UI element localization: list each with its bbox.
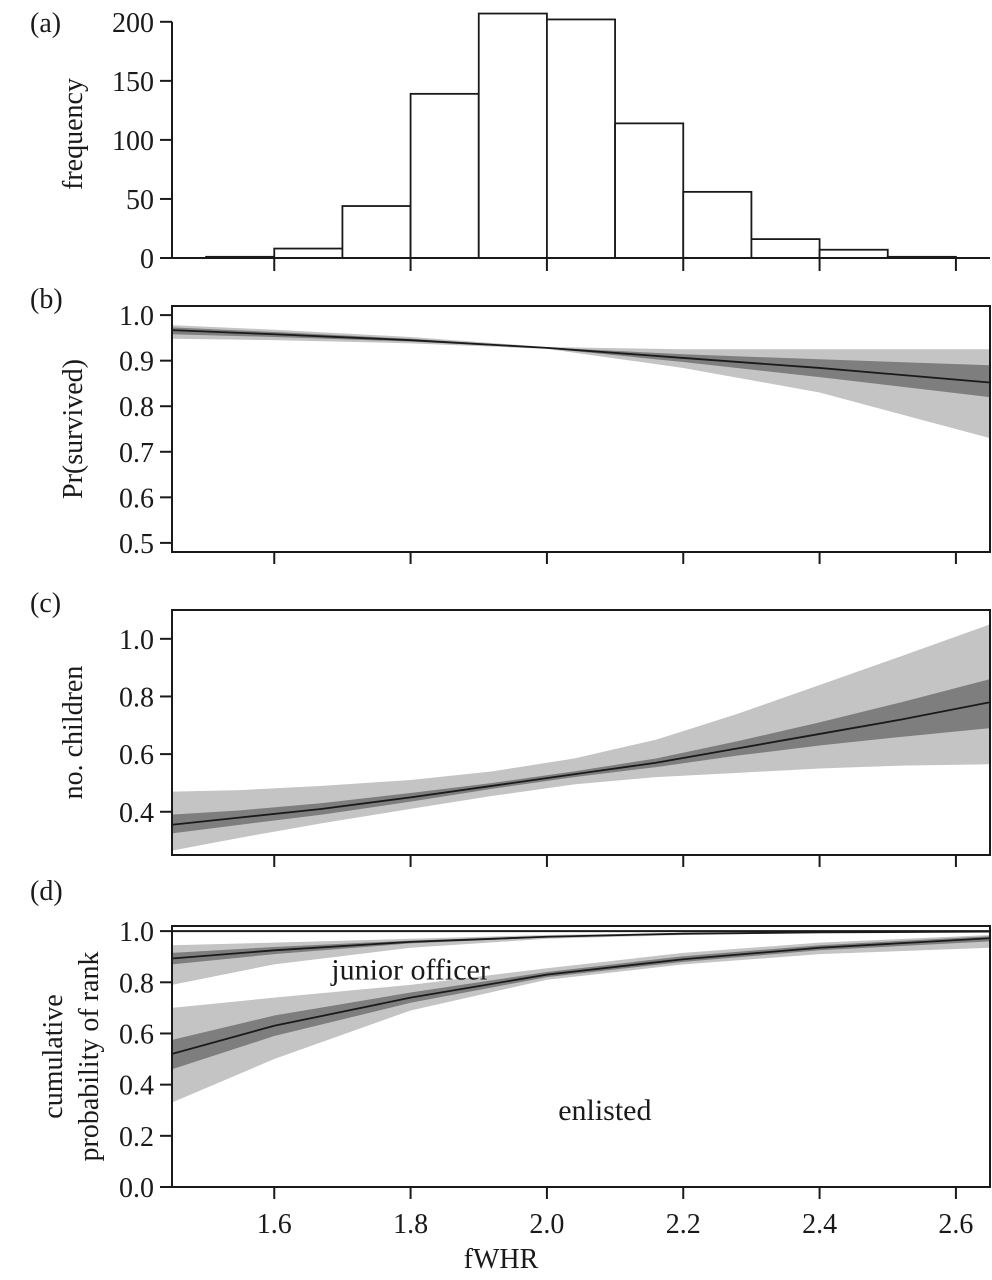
y-tick-label: 0.6	[119, 1019, 154, 1050]
inner-confidence-band	[172, 679, 990, 834]
y-tick-label: 150	[112, 67, 154, 98]
histogram-bar	[546, 18, 616, 259]
histogram-bar	[614, 122, 685, 259]
y-tick-label: 0.4	[119, 798, 154, 829]
plot-frame	[171, 609, 991, 856]
histogram-bar	[477, 12, 548, 259]
x-tick-label: 2.4	[802, 1209, 837, 1240]
x-tick-label: 2.6	[938, 1209, 973, 1240]
y-tick-label: 0.6	[119, 483, 154, 514]
y-axis-label: frequency	[58, 78, 89, 190]
panel-label: (b)	[30, 284, 63, 315]
y-tick-label: 50	[126, 185, 154, 216]
series-line	[172, 329, 990, 384]
outer-confidence-band	[172, 931, 990, 985]
annotation: enlisted	[558, 1094, 651, 1127]
y-axis-label: no. children	[58, 666, 89, 800]
x-axis-label: fWHR	[464, 1244, 539, 1275]
y-tick-label: 1.0	[119, 301, 154, 332]
histogram-bar	[341, 205, 412, 259]
histogram-bar	[273, 247, 344, 259]
y-tick-label: 0	[140, 244, 154, 275]
annotation: junior officer	[330, 954, 490, 987]
y-tick-label: 0.8	[119, 682, 154, 713]
x-tick-label: 1.8	[393, 1209, 428, 1240]
histogram-bar	[818, 248, 889, 259]
panel-label: (a)	[30, 8, 61, 39]
panel-label: (d)	[30, 876, 63, 907]
outer-confidence-band	[172, 624, 990, 851]
inner-confidence-band	[172, 931, 990, 965]
y-axis-label: cumulative probability of rank	[38, 952, 105, 1162]
histogram-bar	[682, 190, 753, 259]
panel-4: (d) cumulative probability of rank 0.0 0.2 0.…	[30, 876, 991, 1275]
panel-2: (b) Pr(survived) 0.5 0.6 0.7 0.8 0.9 1.0	[30, 284, 991, 564]
y-tick-label: 0.0	[119, 1173, 154, 1204]
x-tick-label: 2.2	[666, 1209, 701, 1240]
y-tick-label: 200	[112, 8, 154, 39]
x-tick-label: 2.0	[529, 1209, 564, 1240]
panel-label: (c)	[30, 588, 61, 619]
outer-confidence-band	[172, 325, 990, 439]
y-tick-label: 1.0	[119, 917, 154, 948]
histogram-bar	[409, 92, 480, 259]
y-tick-label: 0.5	[119, 529, 154, 560]
histogram-bar	[750, 238, 821, 259]
series-line	[172, 701, 990, 826]
y-tick-label: 0.4	[119, 1071, 154, 1102]
y-tick-label: 100	[112, 126, 154, 157]
y-tick-label: 0.9	[119, 347, 154, 378]
y-tick-label: 0.6	[119, 740, 154, 771]
plot-frame	[171, 305, 991, 553]
series-line	[172, 937, 990, 1055]
y-tick-label: 1.0	[119, 625, 154, 656]
y-tick-label: 0.2	[119, 1122, 154, 1153]
series-line	[172, 930, 990, 960]
x-tick-label: 1.6	[257, 1209, 292, 1240]
y-axis-label: Pr(survived)	[58, 359, 89, 499]
panel-3: (c) no. children 0.4 0.6 0.8 1.0	[30, 588, 991, 867]
panel-1: (a) frequency 0 50 100 150 200	[30, 8, 990, 275]
y-tick-label: 0.7	[119, 438, 154, 469]
inner-confidence-band	[172, 327, 990, 398]
y-tick-label: 0.8	[119, 968, 154, 999]
y-tick-label: 0.8	[119, 392, 154, 423]
plot-frame	[171, 925, 991, 1188]
